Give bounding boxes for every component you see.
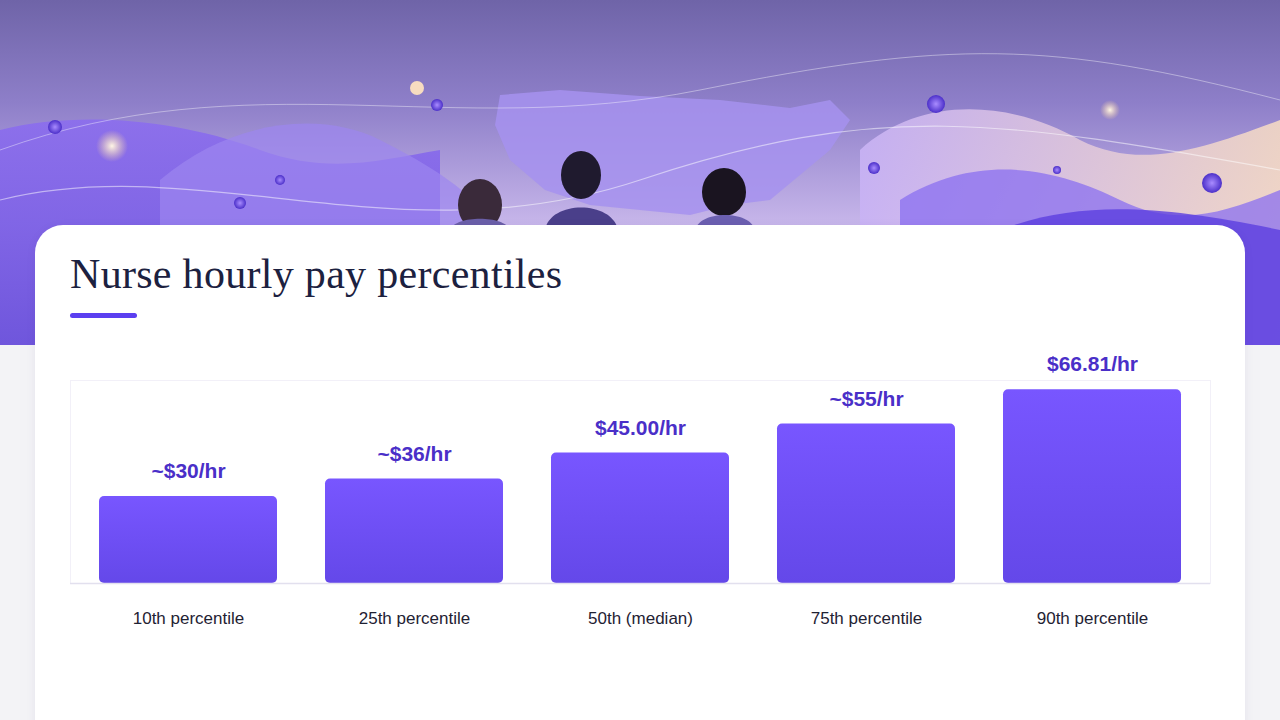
svg-text:10th percentile: 10th percentile xyxy=(133,609,245,628)
svg-text:$66.81/hr: $66.81/hr xyxy=(1047,352,1138,375)
svg-text:25th percentile: 25th percentile xyxy=(359,609,471,628)
svg-text:~$36/hr: ~$36/hr xyxy=(377,442,451,465)
html-text:Nurse hourly pay percentiles: Nurse hourly pay percentiles xyxy=(70,251,563,297)
svg-text:$45.00/hr: $45.00/hr xyxy=(595,416,686,439)
svg-text:90th percentile: 90th percentile xyxy=(1037,609,1149,628)
svg-text:~$30/hr: ~$30/hr xyxy=(151,459,225,482)
svg-text:75th percentile: 75th percentile xyxy=(811,609,923,628)
svg-text:~$55/hr: ~$55/hr xyxy=(829,387,903,410)
svg-text:50th (median): 50th (median) xyxy=(588,609,693,628)
